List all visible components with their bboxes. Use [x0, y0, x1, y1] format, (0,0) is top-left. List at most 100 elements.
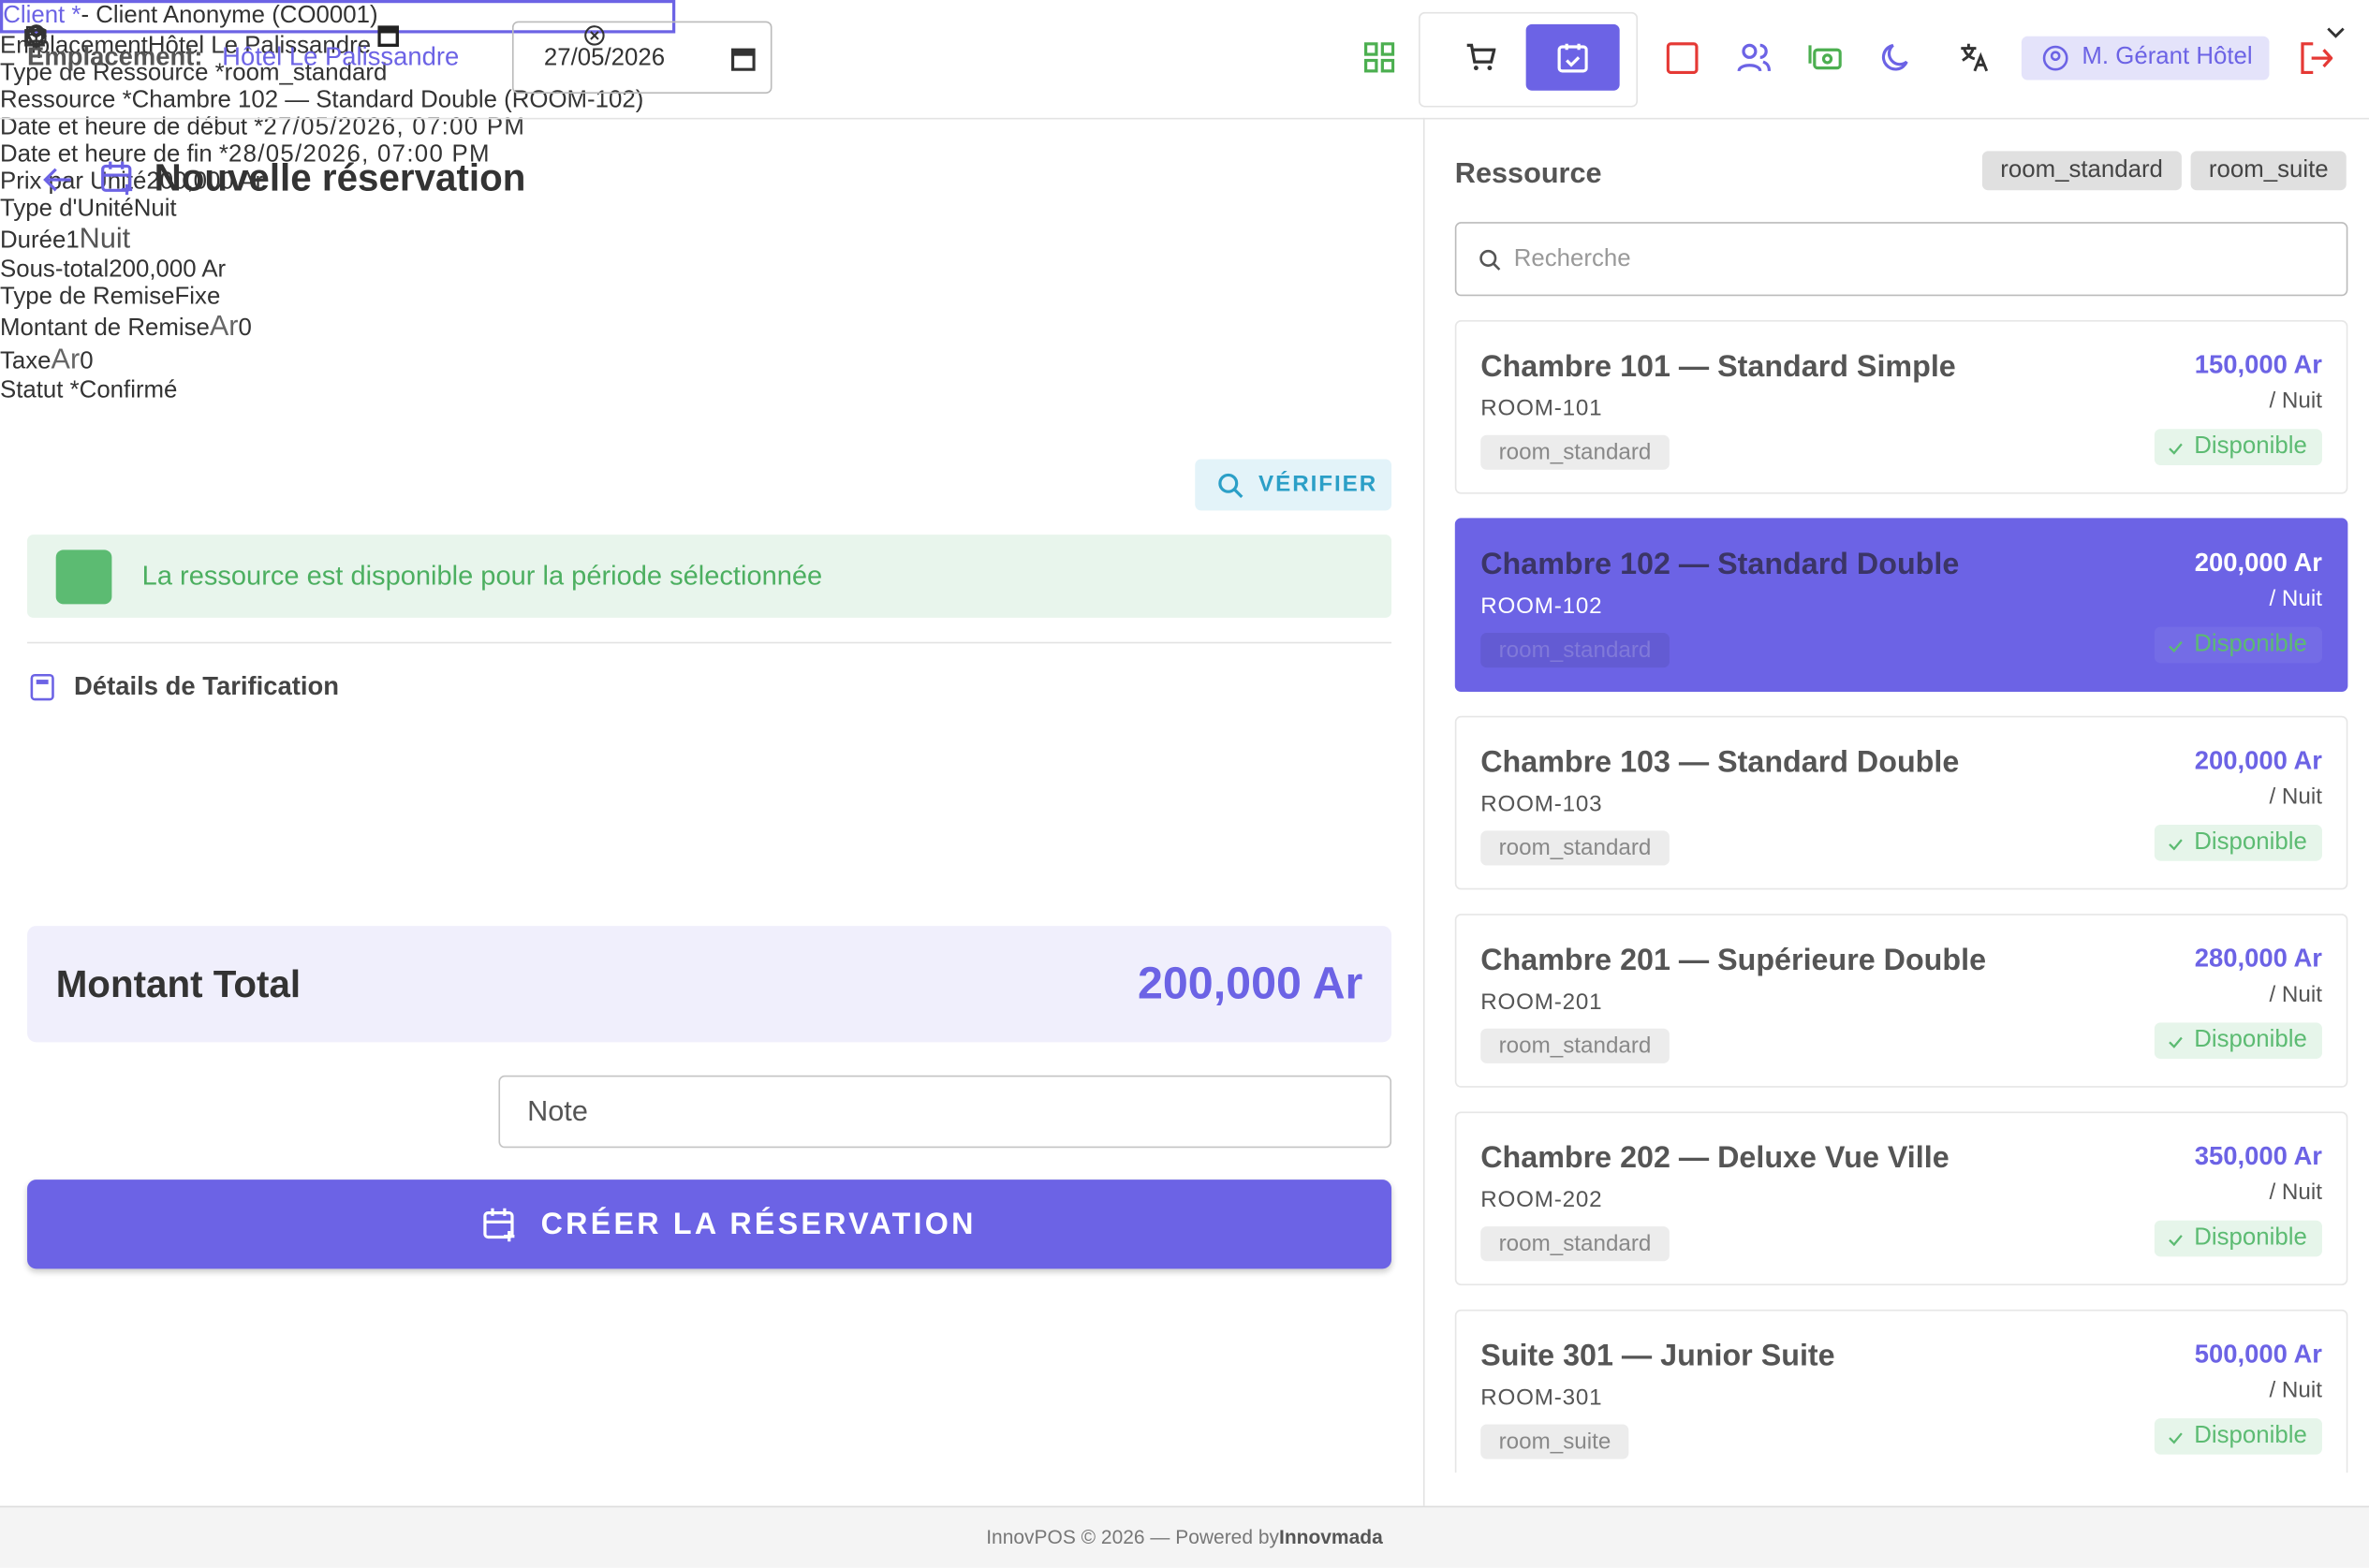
submit-button[interactable]: CRÉER LA RÉSERVATION [27, 1180, 1392, 1269]
calculator-icon [30, 673, 54, 701]
resource-unit: / Nuit [2269, 586, 2322, 612]
location-label: Emplacement: [27, 42, 203, 71]
resource-card[interactable]: Chambre 201 — Supérieure Double ROOM-201 r… [1454, 914, 2348, 1088]
verify-label: VÉRIFIER [1258, 471, 1378, 497]
resource-type: room_standard [1480, 830, 1670, 866]
location-link[interactable]: Hôtel Le Palissandre [222, 42, 460, 71]
resource-unit: / Nuit [2269, 981, 2322, 1008]
field-value: - Client Anonyme (CO0001) [81, 3, 378, 29]
resource-name: Chambre 201 — Supérieure Double [1480, 944, 1987, 977]
calendar-icon[interactable] [377, 24, 399, 48]
search-placeholder: Recherche [1513, 246, 1631, 272]
availability-alert: La ressource est disponible pour la péri… [27, 535, 1392, 618]
field-value: 0 [80, 348, 94, 375]
resource-code: ROOM-102 [1480, 593, 1603, 620]
status-label: Disponible [2194, 828, 2307, 856]
form-field[interactable]: Type d'UnitéNuit [0, 197, 322, 224]
user-icon [2042, 45, 2068, 71]
calendar-icon [24, 29, 44, 47]
form-field[interactable]: Type de RemiseFixe [0, 27, 2345, 311]
field-value: 1 [66, 227, 80, 255]
resource-type: room_standard [1480, 434, 1670, 470]
status-label: Disponible [2194, 1027, 2307, 1053]
resource-code: ROOM-301 [1480, 1385, 1603, 1412]
chevron [2327, 27, 2345, 38]
field-value: Chambre 102 — Standard Double (ROOM-102) [131, 87, 644, 114]
resource-card[interactable]: Chambre 202 — Deluxe Vue Ville ROOM-202 ro… [1454, 1111, 2348, 1286]
footer-brand: Innovmada [1279, 1525, 1383, 1548]
user-chip[interactable]: M. Gérant Hôtel [2021, 36, 2270, 81]
check-icon [2169, 1235, 2184, 1247]
field-value: 200,000 Ar [146, 169, 264, 196]
resource-type: room_standard [1480, 633, 1670, 668]
field-value: room_standard [224, 60, 388, 86]
status-label: Disponible [2194, 1224, 2307, 1251]
field-label: Type de Ressource * [0, 60, 225, 86]
date-value: 27/05/2026 [543, 45, 666, 71]
form-field[interactable]: Date et heure de fin * 28/05/2026, 07:00 … [0, 25, 559, 169]
note-input[interactable]: Note [498, 1075, 1392, 1149]
users-icon[interactable] [1737, 42, 1772, 72]
field-unit: Nuit [79, 223, 131, 256]
form-field[interactable]: Montant de RemiseAr0 [0, 311, 438, 344]
field-label: Statut * [0, 377, 80, 403]
calendar-tab[interactable] [1525, 23, 1620, 91]
resource-code: ROOM-103 [1480, 791, 1603, 817]
field-prefix: Ar [51, 344, 81, 376]
date-input[interactable]: 27/05/2026 [511, 21, 772, 95]
form-field[interactable]: Statut *Confirmé [0, 27, 2345, 404]
field-value: Nuit [133, 196, 177, 223]
grid-icon[interactable] [1363, 42, 1395, 73]
section-title: Détails de Tarification [74, 672, 340, 701]
total-label: Montant Total [55, 963, 302, 1006]
field-label: Sous-total [0, 256, 110, 283]
search-icon [1479, 249, 1501, 271]
resource-card[interactable]: Chambre 101 — Standard Simple ROOM-101 roo… [1454, 320, 2348, 494]
status-chip: Disponible [2155, 1418, 2322, 1455]
resource-card[interactable]: Suite 301 — Junior Suite ROOM-301 room_sui… [1454, 1309, 2348, 1473]
field-label: Date et heure de fin * [0, 141, 228, 169]
resource-name: Chambre 103 — Standard Double [1480, 746, 1960, 780]
form-field[interactable]: Sous-total200,000 Ar [0, 256, 322, 284]
form-field[interactable]: Durée1Nuit [0, 224, 322, 256]
form-field[interactable]: Client * - Client Anonyme (CO0001) [0, 0, 2345, 47]
top-bar [0, 0, 2369, 120]
calendar-icon [730, 48, 756, 71]
resource-price: 280,000 Ar [2194, 944, 2322, 974]
resource-type: room_standard [1480, 1028, 1670, 1063]
resource-unit: / Nuit [2269, 784, 2322, 810]
resource-name: Suite 301 — Junior Suite [1480, 1340, 1835, 1373]
field-label: Montant de Remise [0, 315, 210, 342]
submit-label: CRÉER LA RÉSERVATION [540, 1208, 977, 1242]
filter-chip[interactable]: room_standard [1981, 151, 2182, 191]
resource-card[interactable]: Chambre 103 — Standard Double ROOM-103 roo… [1454, 715, 2348, 890]
alert-text: La ressource est disponible pour la péri… [141, 560, 823, 591]
form-field[interactable]: Prix par Unité200,000 Ar [0, 169, 322, 197]
stop-icon[interactable] [1666, 42, 1699, 75]
calendar-icon [1557, 43, 1588, 73]
back-arrow[interactable] [42, 166, 72, 193]
form-field[interactable]: Type de Ressource * room_standard [0, 25, 2345, 88]
clear-icon[interactable] [583, 24, 606, 47]
filter-chip[interactable]: room_suite [2190, 151, 2347, 191]
cash-icon[interactable] [1808, 42, 1842, 72]
status-label: Disponible [2194, 1422, 2307, 1449]
calendar-plus-icon [101, 161, 133, 196]
resource-unit: / Nuit [2269, 388, 2322, 415]
check-icon [2169, 839, 2184, 851]
resource-card[interactable]: Chambre 102 — Standard Double ROOM-102 roo… [1454, 518, 2348, 692]
field-value: 200,000 Ar [109, 256, 227, 283]
translate-icon[interactable] [1960, 42, 1990, 72]
logout-icon[interactable] [2300, 42, 2333, 75]
search-box[interactable]: Recherche [1454, 222, 2348, 297]
status-label: Disponible [2194, 631, 2307, 657]
resource-type: room_suite [1480, 1424, 1629, 1459]
moon-icon[interactable] [1881, 42, 1911, 72]
verify-button[interactable]: VÉRIFIER [1195, 459, 1392, 511]
total-box: Montant Total 200,000 Ar [27, 926, 1392, 1043]
page-title: Nouvelle réservation [154, 156, 526, 199]
form-field[interactable]: Ressource * Chambre 102 — Standard Double… [0, 24, 2345, 115]
cart-icon[interactable] [1465, 42, 1496, 72]
status-chip: Disponible [2155, 1022, 2322, 1060]
form-field[interactable]: TaxeAr0 [0, 344, 436, 377]
